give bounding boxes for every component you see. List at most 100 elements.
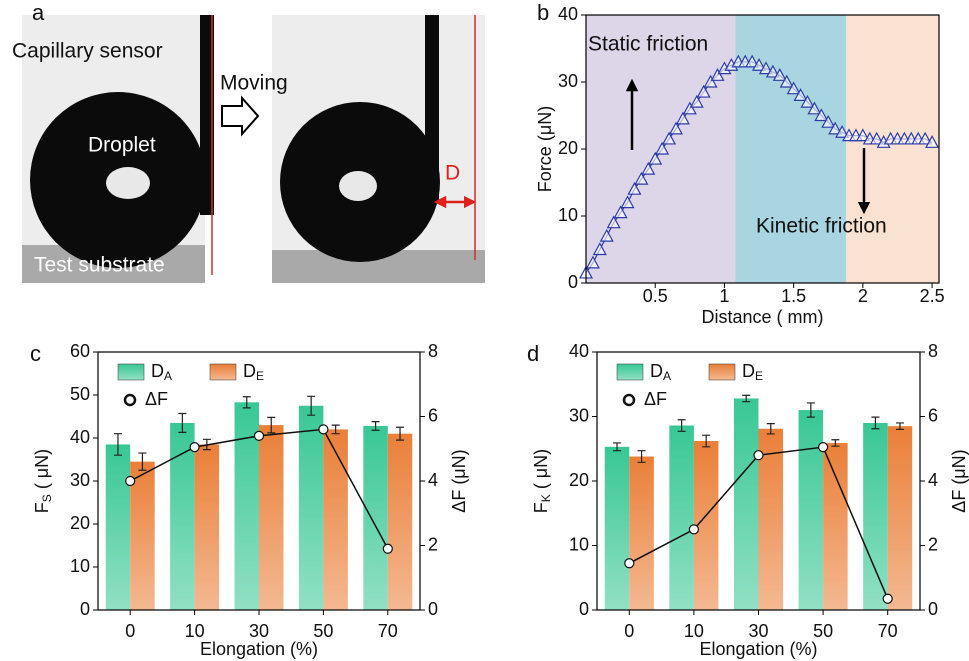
point [758,61,773,75]
error-bar [138,452,147,471]
y-label-text: F [531,502,551,513]
point [189,442,200,453]
point [925,135,940,148]
point [703,74,718,88]
annotation: Kinetic friction [756,215,887,238]
y2-tick-label: 6 [428,405,438,425]
x-tick-label: 2 [858,286,868,306]
move-arrow [221,95,260,137]
capillary-label: Capillary sensor [12,40,163,63]
y2-tick-label: 4 [928,470,938,490]
error-bar [331,424,340,435]
point [689,94,704,108]
x-tick-label: 10 [684,621,704,641]
error-bar [702,434,711,448]
x-tick-label: 1 [719,286,729,306]
point [696,84,711,98]
point [606,215,621,229]
y-tick-label: 60 [70,341,90,361]
error-bar [307,395,316,416]
point [585,255,600,269]
y2-tick-label: 6 [928,405,938,425]
y-tick-label: 0 [568,272,578,292]
legend-sub: A [164,369,172,383]
point [772,68,787,81]
y2-tick-label: 0 [428,599,438,619]
x-tick-label: 70 [878,621,898,641]
legend-label: DE [243,361,264,383]
bar [170,422,195,610]
bar [363,425,388,610]
y-tick-label: 10 [569,534,589,554]
y2-axis-label: ΔF (μN) [449,449,469,512]
reflection [106,167,150,199]
point [627,181,642,195]
x-tick-label: 1.5 [781,286,806,306]
bar [259,425,284,610]
y2-tick-label: 8 [928,341,938,361]
x-tick-label: 30 [249,621,269,641]
point [752,57,767,71]
error-bar [806,402,815,418]
y2-tick-label: 4 [428,470,438,490]
point [688,524,700,535]
bar [887,426,913,610]
legend-sub: E [755,369,763,383]
y-label-sub: S [40,494,54,502]
region [846,15,939,283]
legend-name: D [243,361,256,381]
legend-label: DA [650,361,671,383]
bar [758,428,784,610]
point [814,108,829,122]
error-bar [895,422,904,430]
y-tick-label: 40 [569,341,589,361]
legend-label: DA [151,361,172,383]
legend-swatch [117,363,145,381]
y-tick-label: 10 [70,556,90,576]
point [613,205,628,219]
y-tick-label: 40 [558,4,578,24]
error-bar [677,419,686,432]
x-tick-label: 30 [748,621,768,641]
y-axis-label: Force (μN) [535,106,555,192]
point [675,111,690,125]
x-tick-label: 50 [813,621,833,641]
point [821,114,836,128]
point [624,558,635,569]
point [682,101,697,115]
x-tick-label: 0 [624,621,634,641]
y2-axis-label: ΔF (μN) [949,449,969,512]
y-label-text: F [32,502,52,513]
point [668,121,683,135]
legend-label: ΔF [145,389,168,409]
bar [105,444,131,610]
bar [323,429,348,610]
bar [669,425,694,610]
moving-label: Moving [220,72,288,95]
x-tick-label: 2.5 [920,286,945,306]
y-label-unit: ( μN) [531,449,551,494]
y-tick-label: 0 [579,599,589,619]
substrate-label: Test substrate [34,254,165,277]
error-bar [766,422,775,435]
y2-tick-label: 0 [928,599,938,619]
y-tick-label: 20 [70,513,90,533]
point [779,74,794,88]
error-bar [637,450,646,463]
capillary [200,15,214,215]
point [835,124,850,138]
point [786,81,801,95]
capillary [425,15,439,200]
legend-marker [622,393,636,407]
bar [387,433,413,610]
legend-swatch [616,363,644,381]
droplet-label: Droplet [88,134,156,157]
bar [194,444,220,610]
error-bar [831,439,840,447]
error-bar [742,394,751,403]
x-tick-label: 70 [378,621,398,641]
error-bar [613,442,622,452]
x-axis-label: Distance ( mm) [701,307,823,327]
y-tick-label: 0 [80,599,90,619]
